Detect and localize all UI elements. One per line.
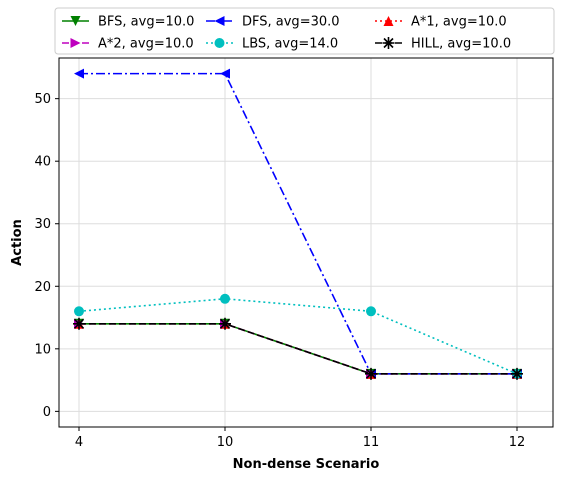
series [73, 317, 523, 380]
axis-ticks: 0 10 20 30 40 50 4 10 11 12 [34, 92, 525, 450]
legend-label: BFS, avg=10.0 [98, 15, 194, 30]
legend-item: HILL, avg=10.0 [375, 37, 511, 52]
legend-label: HILL, avg=10.0 [411, 37, 511, 52]
legend-label: A*1, avg=10.0 [411, 15, 507, 30]
data-point [220, 68, 230, 79]
legend-marker [70, 38, 81, 48]
series-line [79, 323, 517, 375]
data-point [74, 68, 84, 79]
data-point [511, 367, 523, 380]
data-point [366, 306, 376, 317]
legend-label: A*2, avg=10.0 [98, 37, 194, 52]
legend-label: DFS, avg=30.0 [242, 15, 340, 30]
data-point [365, 367, 377, 380]
data-point [74, 306, 84, 317]
legend-item: A*2, avg=10.0 [62, 37, 194, 52]
y-tick-label: 50 [34, 92, 51, 107]
y-tick-label: 20 [34, 280, 51, 295]
legend-box [54, 7, 555, 55]
y-tick-label: 10 [34, 342, 51, 357]
legend-marker [382, 37, 395, 49]
data-point [220, 293, 230, 304]
data-point [73, 317, 85, 330]
legend-item: LBS, avg=14.0 [206, 37, 338, 52]
legend-label: LBS, avg=14.0 [242, 37, 338, 52]
plot-frame [58, 57, 554, 428]
x-tick-label: 4 [75, 435, 83, 450]
legend-item: DFS, avg=30.0 [206, 15, 340, 30]
legend-marker [214, 16, 225, 26]
series-group [73, 68, 523, 380]
y-tick-label: 0 [43, 405, 51, 420]
x-tick-label: 12 [509, 435, 526, 450]
legend: BFS, avg=10.0 DFS, avg=30.0 A*1, avg=10.0 A… [54, 7, 555, 55]
y-axis-title: Action [10, 219, 25, 266]
data-point [219, 317, 231, 330]
y-tick-label: 40 [34, 155, 51, 170]
legend-marker [70, 16, 81, 26]
legend-item: BFS, avg=10.0 [62, 15, 194, 30]
y-tick-label: 30 [34, 217, 51, 232]
legend-marker [383, 16, 394, 26]
x-tick-label: 11 [363, 435, 380, 450]
x-tick-label: 10 [217, 435, 234, 450]
grid [59, 58, 553, 427]
legend-item: A*1, avg=10.0 [375, 15, 507, 30]
x-axis-title: Non-dense Scenario [233, 457, 380, 472]
legend-marker [214, 38, 225, 48]
